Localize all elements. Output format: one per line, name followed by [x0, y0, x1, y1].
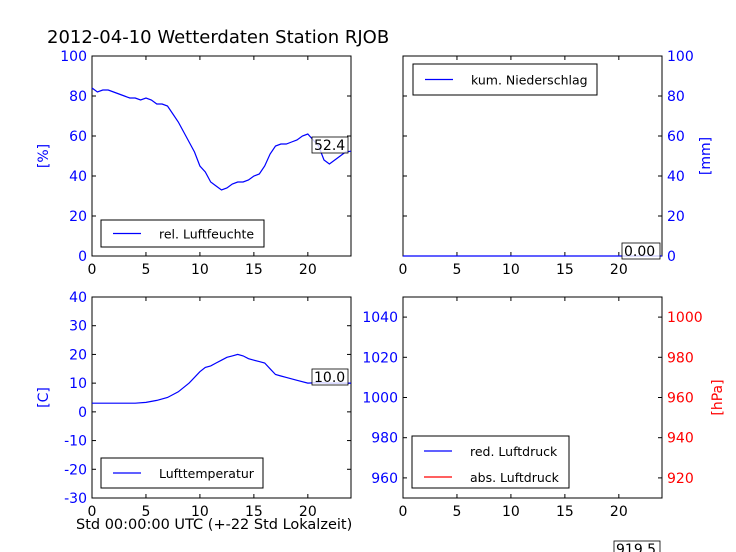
x-axis-caption: Std 00:00:00 UTC (+-22 Std Lokalzeit) — [76, 517, 353, 533]
panel-bottom-left-xtick-label: 0 — [88, 504, 97, 520]
panel-bottom-right-ytick-right-label: 960 — [667, 391, 694, 407]
panel-bottom-left-value-label: 10.0 — [314, 370, 345, 386]
panel-bottom-left-xtick-label: 5 — [141, 504, 150, 520]
panel-top-left-ytick-label: 0 — [78, 249, 87, 265]
panel-bottom-left-ytick-label: 30 — [69, 319, 87, 335]
panel-top-right-ytick-label: 40 — [667, 169, 685, 185]
panel-bottom-right-ytick-right-label: 940 — [667, 431, 694, 447]
panel-bottom-left-xtick-label: 10 — [191, 504, 209, 520]
panel-top-right-xtick-label: 20 — [610, 262, 628, 278]
panel-top-left-xtick-label: 5 — [141, 262, 150, 278]
panel-bottom-right-ytick-label: 1020 — [362, 350, 398, 366]
panel-top-left-ytick-label: 40 — [69, 169, 87, 185]
panel-bottom-right-value-label: 919.5 — [616, 542, 656, 552]
panel-top-left-xtick-label: 10 — [191, 262, 209, 278]
panel-top-right-ylabel: [mm] — [698, 137, 714, 175]
panel-bottom-left-ytick-label: 40 — [69, 290, 87, 306]
panel-top-left-ylabel: [%] — [36, 144, 52, 168]
panel-top-right-xtick-label: 0 — [399, 262, 408, 278]
panel-bottom-right-value-box — [613, 540, 661, 552]
panel-top-left-ytick-label: 100 — [60, 49, 87, 65]
panel-bottom-right-ytick-right-label: 980 — [667, 350, 694, 366]
panel-top-right-ytick-label: 20 — [667, 209, 685, 225]
panel-top-right-ytick-label: 80 — [667, 89, 685, 105]
panel-bottom-left-legend-label: Lufttemperatur — [159, 466, 255, 481]
panel-bottom-right-xtick-label: 10 — [502, 504, 520, 520]
panel-bottom-right-legend-box — [411, 435, 570, 489]
panel-top-left-xtick-label: 15 — [245, 262, 263, 278]
panel-bottom-right-legend-label: abs. Luftdruck — [470, 470, 560, 485]
panel-bottom-left-series-line-0 — [92, 353, 351, 404]
panel-bottom-right-ylabel-right: [hPa] — [710, 379, 726, 415]
panel-top-right-value-label: 0.00 — [624, 244, 655, 260]
panel-bottom-right-ytick-label: 980 — [371, 431, 398, 447]
panel-top-right-value-box — [621, 242, 661, 260]
panel-top-left-xtick-label: 0 — [88, 262, 97, 278]
panel-bottom-left-ytick-label: -20 — [64, 462, 87, 478]
panel-top-left-ytick-label: 60 — [69, 129, 87, 145]
panel-bottom-right-ytick-label: 960 — [371, 471, 398, 487]
panel-bottom-left-ylabel: [C] — [36, 387, 52, 408]
panel-bottom-left-xtick-label: 15 — [245, 504, 263, 520]
panel-top-right-ytick-label: 0 — [667, 249, 676, 265]
panel-bottom-left-ytick-label: -10 — [64, 434, 87, 450]
panel-top-right-xtick-label: 10 — [502, 262, 520, 278]
panel-top-left-ytick-label: 20 — [69, 209, 87, 225]
panel-top-left-value-label: 52.4 — [314, 138, 345, 154]
panel-bottom-left-ytick-label: 0 — [78, 405, 87, 421]
panel-top-right-legend-label: kum. Niederschlag — [471, 73, 588, 88]
panel-bottom-left-ytick-label: 20 — [69, 347, 87, 363]
panel-bottom-left-xtick-label: 20 — [299, 504, 317, 520]
panel-top-left-legend-label: rel. Luftfeuchte — [159, 227, 254, 242]
panel-bottom-right-ytick-right-label: 1000 — [667, 310, 703, 326]
panel-bottom-right-xtick-label: 20 — [610, 504, 628, 520]
panel-top-left-series-line-0 — [91, 87, 352, 191]
panel-bottom-right-xtick-label: 5 — [452, 504, 461, 520]
panel-bottom-left-ytick-label: -30 — [64, 491, 87, 507]
panel-bottom-right-ytick-label: 1040 — [362, 310, 398, 326]
figure-title: 2012-04-10 Wetterdaten Station RJOB — [47, 27, 390, 48]
panel-top-left-xtick-label: 20 — [299, 262, 317, 278]
panel-bottom-right-xtick-label: 0 — [399, 504, 408, 520]
panel-bottom-right-legend-label: red. Luftdruck — [470, 444, 558, 459]
panel-top-left-ytick-label: 80 — [69, 89, 87, 105]
panel-top-right-ytick-label: 60 — [667, 129, 685, 145]
panel-bottom-left-value-box — [311, 368, 349, 386]
panel-top-right-xtick-label: 5 — [452, 262, 461, 278]
panel-bottom-right-ytick-label: 1000 — [362, 391, 398, 407]
panel-bottom-left-ytick-label: 10 — [69, 376, 87, 392]
panel-top-left-value-box — [311, 136, 349, 154]
panel-bottom-right-xtick-label: 15 — [556, 504, 574, 520]
panel-top-right-xtick-label: 15 — [556, 262, 574, 278]
panel-bottom-right-ytick-right-label: 920 — [667, 471, 694, 487]
panel-top-right-ytick-label: 100 — [667, 49, 694, 65]
